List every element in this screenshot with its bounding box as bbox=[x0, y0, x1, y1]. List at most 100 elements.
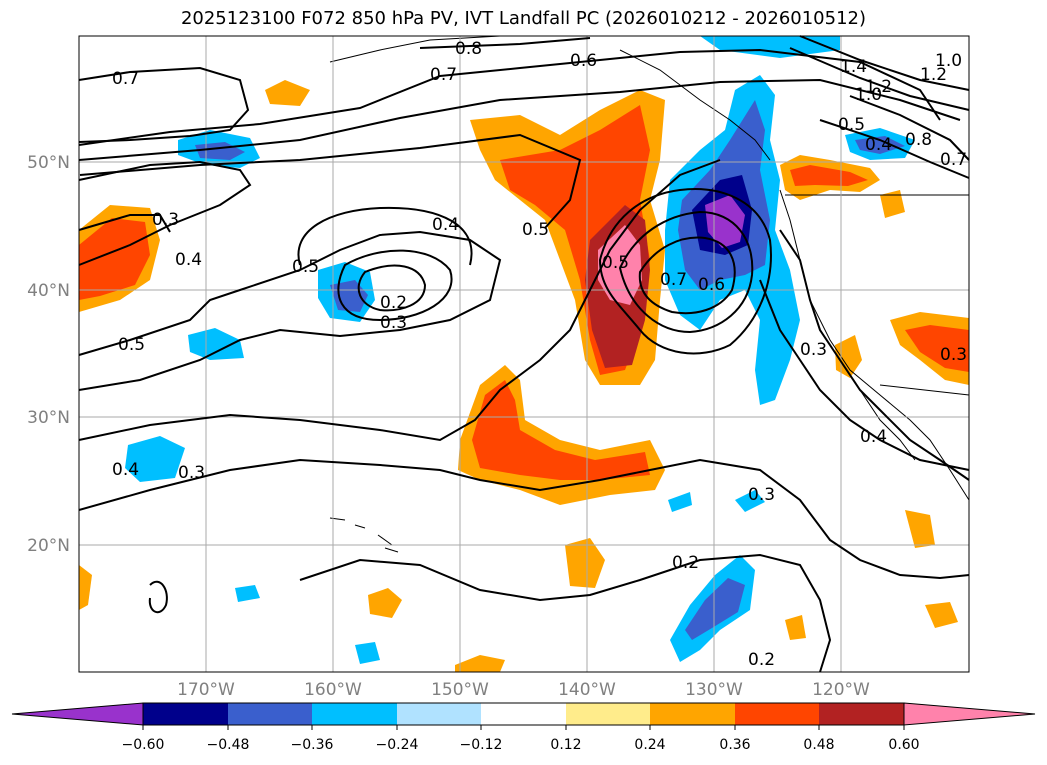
contour-label: 0.8 bbox=[455, 39, 482, 59]
coastline-alaska bbox=[329, 35, 501, 63]
contour-label: 0.6 bbox=[698, 275, 725, 295]
lon-label-170w: 170°W bbox=[177, 680, 235, 700]
positive-anomaly-region bbox=[472, 380, 650, 480]
colorbar-ticks bbox=[142, 725, 905, 730]
contour-label: 0.3 bbox=[800, 340, 827, 360]
pv-contour-0.5-east bbox=[79, 133, 582, 229]
negative-anomaly-region bbox=[685, 578, 745, 640]
contour-label: 0.5 bbox=[602, 253, 629, 273]
contour-label: 1.0 bbox=[935, 51, 962, 71]
contour-label: 0.3 bbox=[152, 210, 179, 230]
contour-label: 0.3 bbox=[748, 485, 775, 505]
positive-anomaly-region bbox=[368, 588, 402, 618]
colorbar-tick-label: −0.36 bbox=[291, 737, 334, 753]
lon-label-140w: 140°W bbox=[558, 680, 616, 700]
contour-label: 0.7 bbox=[940, 150, 967, 170]
contour-label: 0.6 bbox=[570, 51, 597, 71]
coastline-british-columbia bbox=[619, 49, 771, 161]
positive-anomaly-region bbox=[905, 510, 935, 548]
negative-anomaly-region bbox=[668, 492, 692, 512]
contour-label: 0.7 bbox=[660, 270, 687, 290]
negative-anomaly-region bbox=[700, 36, 840, 58]
contour-label: 0.4 bbox=[432, 215, 459, 235]
latitude-labels: 50°N 40°N 30°N 20°N bbox=[27, 153, 70, 556]
pv-contour-0.6 bbox=[78, 78, 961, 161]
coastline-baja bbox=[859, 389, 916, 461]
shaded-pc-field bbox=[79, 36, 969, 672]
contour-labels: 0.8 0.7 0.6 0.7 1.4 1.2 1.0 1.2 1.0 0.5 … bbox=[112, 39, 967, 670]
pv-ridge-0.2 bbox=[299, 553, 832, 673]
pv-trough-0.6 bbox=[618, 210, 754, 334]
contour-label: 0.3 bbox=[178, 463, 205, 483]
lon-label-120w: 120°W bbox=[812, 680, 870, 700]
positive-anomaly-region bbox=[79, 565, 92, 610]
pv-coastal-0.3 bbox=[779, 229, 970, 481]
negative-anomaly-region bbox=[735, 490, 765, 512]
colorbar-tick-label: −0.60 bbox=[122, 737, 165, 753]
contour-label: 0.4 bbox=[112, 460, 139, 480]
colorbar-frame bbox=[142, 702, 905, 726]
graticule bbox=[79, 36, 969, 672]
contour-label: 1.4 bbox=[840, 57, 867, 77]
positive-anomaly-region bbox=[79, 218, 150, 300]
longitude-labels: 170°W 160°W 150°W 140°W 130°W 120°W bbox=[177, 680, 870, 700]
contour-label: 0.7 bbox=[430, 65, 457, 85]
positive-anomaly-region bbox=[455, 655, 505, 672]
contour-label: 0.7 bbox=[112, 69, 139, 89]
colorbar-tick-label: −0.48 bbox=[207, 737, 250, 753]
contour-label: 0.5 bbox=[522, 220, 549, 240]
coastlines bbox=[329, 35, 970, 553]
coastline-west-us bbox=[779, 189, 970, 501]
colorbar-bin bbox=[566, 703, 650, 725]
map-title: 2025123100 F072 850 hPa PV, IVT Landfall… bbox=[180, 8, 867, 29]
lat-label-30n: 30°N bbox=[27, 408, 70, 428]
pv-contour-0.3-west bbox=[78, 214, 171, 233]
contour-label: 0.4 bbox=[865, 135, 892, 155]
colorbar-extend-high bbox=[903, 702, 1036, 726]
positive-anomaly-region bbox=[925, 602, 958, 628]
contour-label: 0.5 bbox=[838, 115, 865, 135]
pv-contour-0.5-west bbox=[78, 230, 502, 391]
colorbar-bin bbox=[735, 703, 819, 725]
contour-label: 0.8 bbox=[905, 130, 932, 150]
border-us-mexico bbox=[879, 384, 970, 396]
contour-label: 1.2 bbox=[920, 65, 947, 85]
pv-contour-1.0 bbox=[849, 95, 970, 161]
colorbar-tick-label: 0.48 bbox=[803, 737, 834, 753]
negative-anomaly-region bbox=[705, 195, 745, 248]
lon-label-150w: 150°W bbox=[431, 680, 489, 700]
pv-coastal-0.4 bbox=[759, 279, 970, 471]
colorbar-extend-low bbox=[11, 702, 144, 726]
contour-label: 0.2 bbox=[380, 293, 407, 313]
negative-anomaly-region bbox=[355, 642, 380, 664]
positive-anomaly-region bbox=[880, 190, 905, 218]
colorbar-tick-label: 0.24 bbox=[634, 737, 665, 753]
colorbar-bin bbox=[397, 703, 481, 725]
pv-contour-0.7 bbox=[78, 48, 941, 146]
pv-ridge-0.4 bbox=[78, 159, 721, 442]
hawaii-islands bbox=[329, 517, 399, 553]
pv-trough-0.5 bbox=[598, 188, 772, 355]
lon-label-160w: 160°W bbox=[304, 680, 362, 700]
colorbar-tick-label: 0.12 bbox=[550, 737, 581, 753]
pv-ridge-0.3 bbox=[78, 458, 970, 580]
colorbar: −0.60 −0.48 −0.36 −0.24 −0.12 0.12 0.24 … bbox=[11, 702, 1036, 753]
negative-anomaly-region bbox=[855, 136, 905, 154]
colorbar-bin bbox=[481, 703, 566, 725]
colorbar-tick-label: −0.24 bbox=[376, 737, 419, 753]
positive-anomaly-region bbox=[790, 165, 868, 186]
positive-anomaly-region bbox=[598, 225, 642, 305]
colorbar-bin bbox=[143, 703, 228, 725]
pv-contour-0.7-north bbox=[78, 66, 250, 143]
contour-label: 0.4 bbox=[175, 250, 202, 270]
colorbar-bin bbox=[819, 703, 904, 725]
lat-label-40n: 40°N bbox=[27, 281, 70, 301]
contour-label: 0.4 bbox=[860, 427, 887, 447]
pv-contour-1.4 bbox=[799, 35, 970, 91]
colorbar-bin bbox=[650, 703, 735, 725]
pv-low-ring-1 bbox=[337, 249, 453, 322]
contour-label: 1.2 bbox=[865, 77, 892, 97]
colorbar-bin bbox=[228, 703, 312, 725]
negative-anomaly-region bbox=[125, 436, 185, 482]
lat-label-50n: 50°N bbox=[27, 153, 70, 173]
